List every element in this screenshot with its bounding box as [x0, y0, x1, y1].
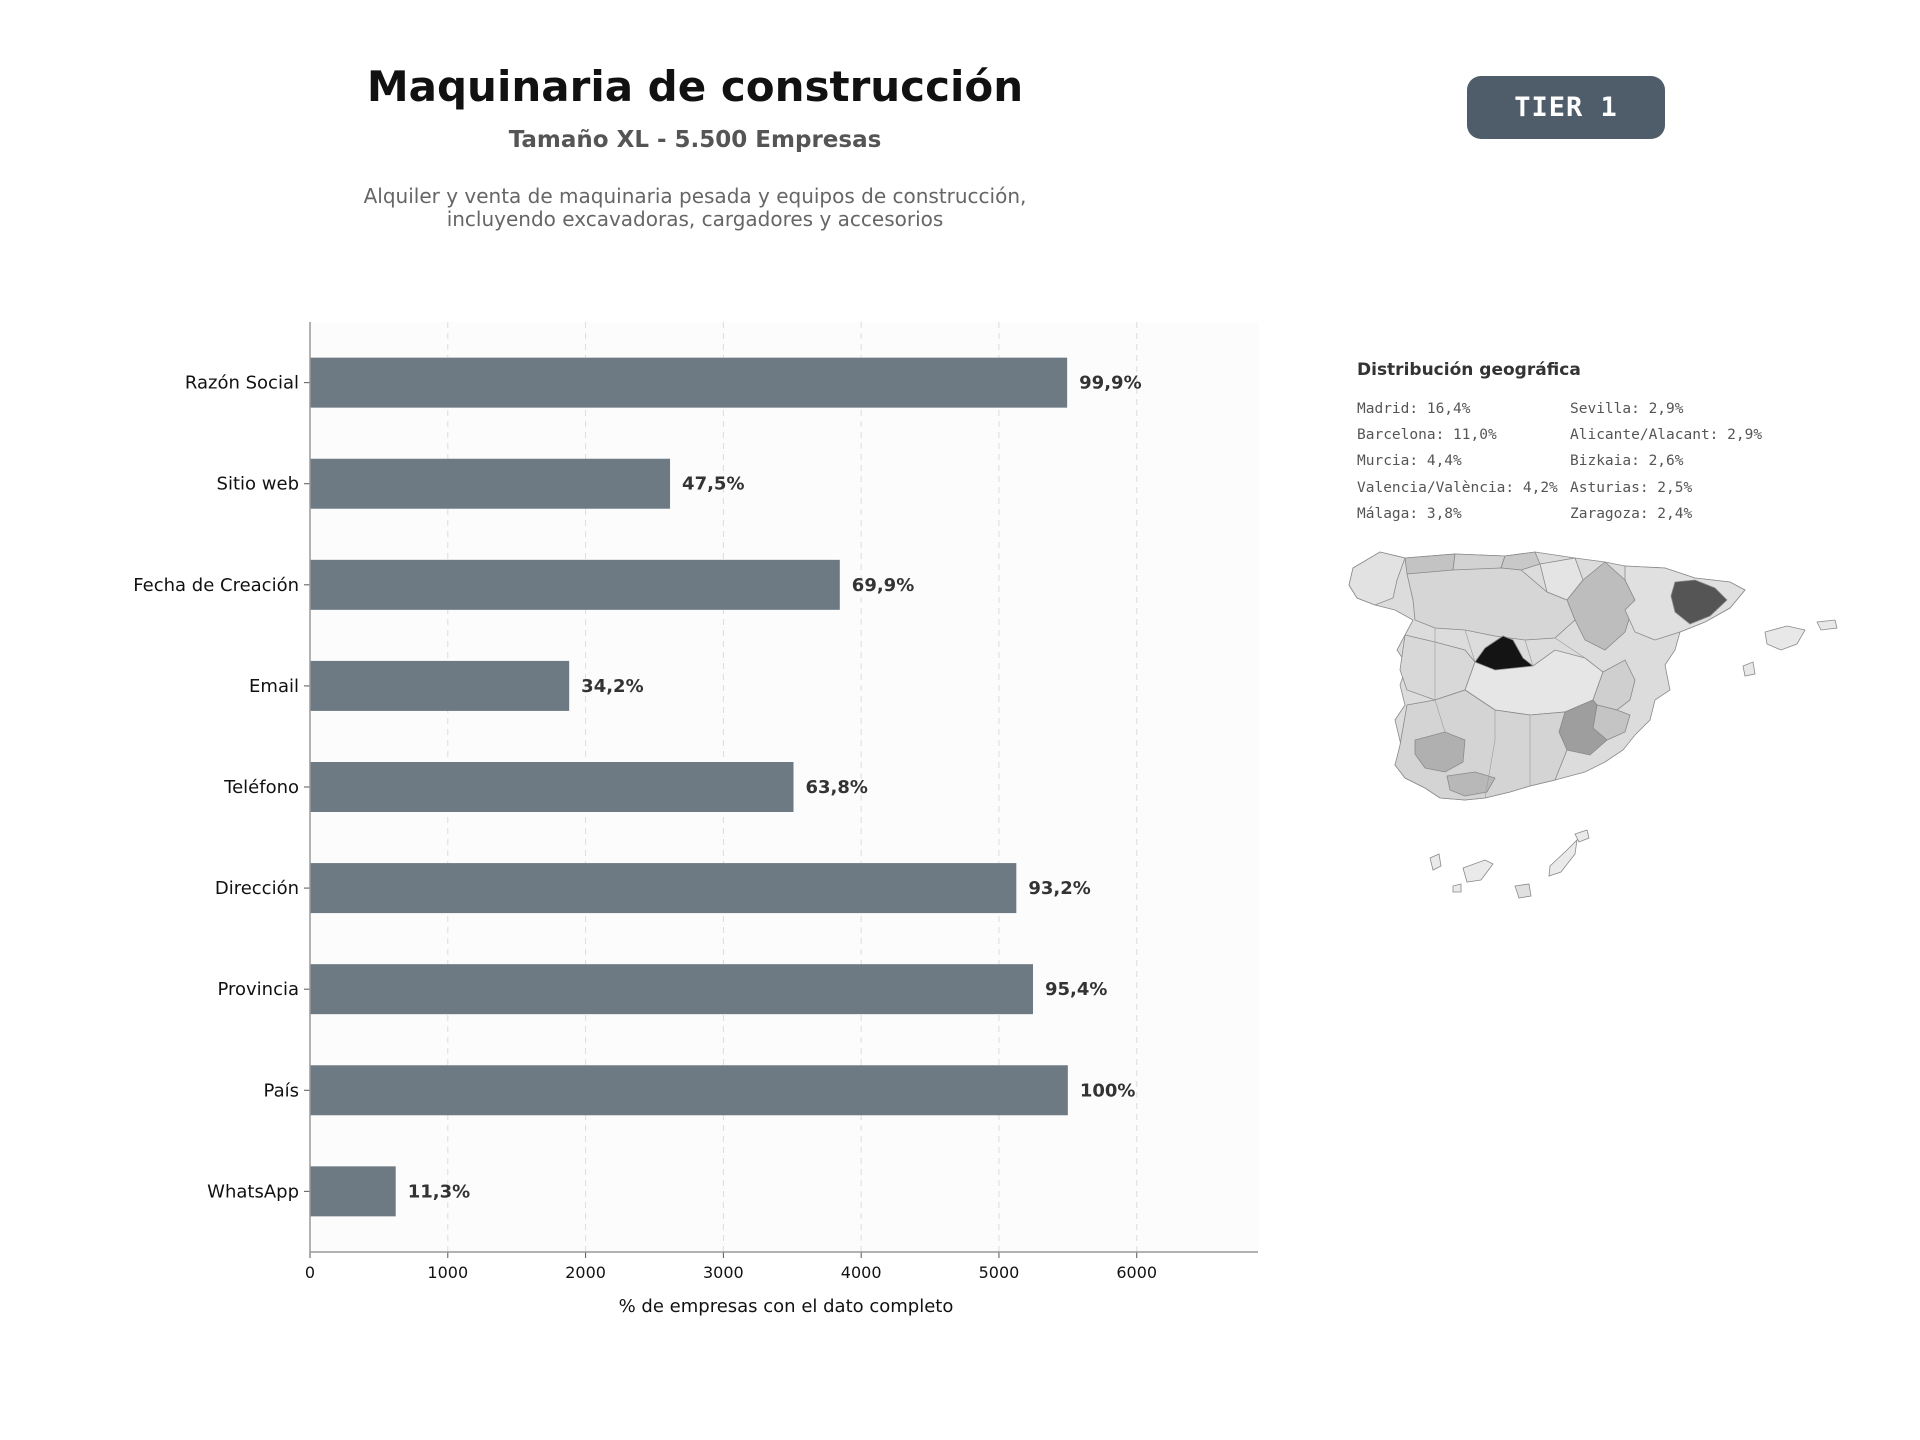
map-region-malaga: [1446, 771, 1496, 797]
y-tick-label: País: [264, 1080, 299, 1101]
map-region-galicia: [1348, 551, 1406, 606]
data-label: 63,8%: [806, 777, 868, 798]
bar: [310, 660, 570, 711]
description-line-2: incluyendo excavadoras, cargadores y acc…: [446, 207, 944, 231]
data-label: 93,2%: [1028, 878, 1090, 899]
geo-item: Asturias: 2,5%: [1570, 479, 1693, 496]
map-region-canarias-6: [1452, 883, 1462, 893]
x-tick-label: 2000: [565, 1263, 606, 1282]
map-border: [1524, 639, 1534, 667]
description-line-1: Alquiler y venta de maquinaria pesada y …: [363, 184, 1027, 208]
map-region-barcelona: [1670, 579, 1728, 625]
data-label: 47,5%: [682, 474, 744, 495]
x-tick-label: 5000: [979, 1263, 1020, 1282]
x-tick-label: 3000: [703, 1263, 744, 1282]
x-tick-label: 4000: [841, 1263, 882, 1282]
bar: [310, 357, 1068, 408]
geo-item: Alicante/Alacant: 2,9%: [1570, 427, 1763, 444]
x-axis-title: % de empresas con el dato completo: [619, 1296, 954, 1317]
map-region-ibiza: [1742, 661, 1756, 677]
geo-item: Madrid: 16,4%: [1357, 401, 1471, 417]
x-tick-label: 0: [305, 1263, 315, 1282]
bar: [310, 964, 1033, 1015]
geo-item: Barcelona: 11,0%: [1357, 427, 1497, 444]
y-tick-label: Sitio web: [217, 474, 299, 495]
map-region-andalucia: [1394, 689, 1568, 801]
geo-item: Málaga: 3,8%: [1357, 505, 1462, 522]
y-tick-label: Razón Social: [185, 373, 299, 394]
geo-item: Sevilla: 2,9%: [1570, 401, 1684, 417]
y-tick-label: Fecha de Creación: [133, 575, 299, 596]
y-tick-label: Provincia: [217, 979, 299, 1000]
bar: [310, 559, 840, 610]
page-title: Maquinaria de construcción: [366, 62, 1024, 111]
map-region-cantabria: [1452, 553, 1506, 571]
x-tick-label: 6000: [1116, 1263, 1157, 1282]
map-border: [1434, 699, 1446, 733]
map-region-canarias-2: [1462, 859, 1494, 883]
y-tick-label: Teléfono: [223, 777, 299, 798]
data-label: 95,4%: [1045, 979, 1107, 1000]
data-label: 100%: [1080, 1080, 1136, 1101]
map-region-canarias-3: [1514, 883, 1532, 899]
data-label: 11,3%: [408, 1181, 470, 1202]
map-region-canarias-5: [1574, 829, 1590, 843]
bar: [310, 1166, 396, 1217]
y-tick-label: Email: [249, 676, 299, 697]
map-region-sevilla: [1414, 731, 1466, 773]
data-label: 34,2%: [581, 676, 643, 697]
y-tick-label: WhatsApp: [207, 1181, 299, 1202]
map-region-mallorca: [1764, 625, 1806, 651]
geo-list-right: Sevilla: 2,9% Alicante/Alacant: 2,9% Biz…: [1570, 396, 1762, 527]
map-region-canarias-1: [1429, 853, 1442, 871]
geo-item: Zaragoza: 2,4%: [1570, 505, 1693, 522]
bar: [310, 762, 794, 812]
map-border: [1464, 629, 1476, 663]
bar-chart: 0 1000 2000 3000 4000 5000 6000 Razón Social 99,…: [133, 322, 1258, 1317]
geo-title: Distribución geográfica: [1357, 360, 1581, 380]
page-description: Alquiler y venta de maquinaria pesada y …: [300, 185, 1090, 231]
tier-badge: TIER 1: [1467, 76, 1665, 139]
bar: [310, 863, 1017, 914]
geo-list-left: Madrid: 16,4% Barcelona: 11,0% Murcia: 4…: [1357, 396, 1558, 527]
geo-item: Murcia: 4,4%: [1357, 453, 1462, 470]
y-tick-label: Dirección: [215, 878, 299, 899]
map-border: [1554, 637, 1586, 659]
bar: [310, 1065, 1068, 1116]
map-region-canarias-4: [1548, 838, 1578, 877]
page-subtitle: Tamaño XL - 5.500 Empresas: [508, 127, 882, 153]
data-label: 99,9%: [1079, 373, 1141, 394]
map-region-bizkaia: [1500, 551, 1541, 571]
data-label: 69,9%: [852, 575, 914, 596]
geo-item: Valencia/València: 4,2%: [1357, 479, 1558, 496]
x-tick-label: 1000: [427, 1263, 468, 1282]
spain-map: [1348, 551, 1838, 899]
geo-item: Bizkaia: 2,6%: [1570, 453, 1684, 470]
map-border: [1484, 710, 1496, 799]
bar: [310, 458, 671, 509]
map-region-menorca: [1816, 619, 1838, 631]
